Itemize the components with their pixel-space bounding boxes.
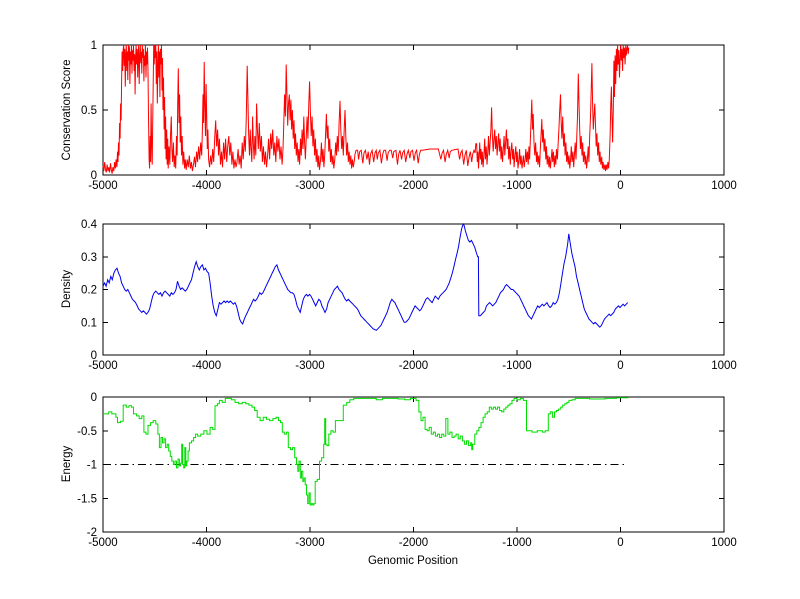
x-axis-label: Genomic Position: [367, 555, 459, 567]
x-tick-label: -2000: [399, 360, 428, 372]
series-line-density: [102, 222, 629, 332]
axis-box: [102, 223, 725, 356]
y-tick-label: -2: [87, 527, 97, 539]
series-line-energy: [103, 397, 629, 506]
y-tick-label: 1: [91, 40, 97, 52]
x-tick-label: 1000: [711, 180, 737, 192]
y-axis-label-conservation-score: Conservation Score: [61, 59, 73, 161]
y-tick-label: 0: [91, 170, 97, 182]
x-tick-label: -3000: [295, 537, 324, 549]
y-tick-label: 0.1: [81, 317, 97, 329]
x-tick-label: -4000: [192, 180, 221, 192]
x-tick-label: 1000: [711, 537, 737, 549]
y-tick-label: 0: [91, 392, 97, 404]
x-tick-label: -1000: [502, 360, 531, 372]
x-tick-label: -3000: [295, 360, 324, 372]
x-tick-label: -5000: [88, 360, 117, 372]
x-tick-label: -1000: [502, 537, 531, 549]
x-tick-label: -1000: [502, 180, 531, 192]
y-axis-label-energy: Energy: [61, 445, 73, 483]
x-tick-label: 0: [617, 180, 623, 192]
y-tick-label: -1.5: [77, 493, 97, 505]
y-tick-label: 0: [91, 350, 97, 362]
y-axis-label-density: Density: [61, 269, 73, 309]
y-tick-label: 0.2: [81, 285, 97, 297]
y-tick-label: -1: [87, 460, 97, 472]
y-tick-label: 0.5: [81, 105, 97, 117]
x-tick-label: -3000: [295, 180, 324, 192]
series-line-conservation-score: [102, 44, 630, 174]
y-tick-label: 0.4: [81, 219, 98, 231]
x-tick-label: -4000: [192, 360, 221, 372]
x-tick-label: 0: [617, 537, 623, 549]
y-tick-label: -0.5: [77, 426, 97, 438]
y-tick-label: 0.3: [81, 252, 97, 264]
x-tick-label: -4000: [192, 537, 221, 549]
x-tick-label: -2000: [399, 180, 428, 192]
x-tick-label: -2000: [399, 537, 428, 549]
x-tick-label: -5000: [88, 180, 117, 192]
x-tick-label: 0: [617, 360, 623, 372]
x-tick-label: 1000: [711, 360, 737, 372]
x-tick-label: -5000: [88, 537, 117, 549]
